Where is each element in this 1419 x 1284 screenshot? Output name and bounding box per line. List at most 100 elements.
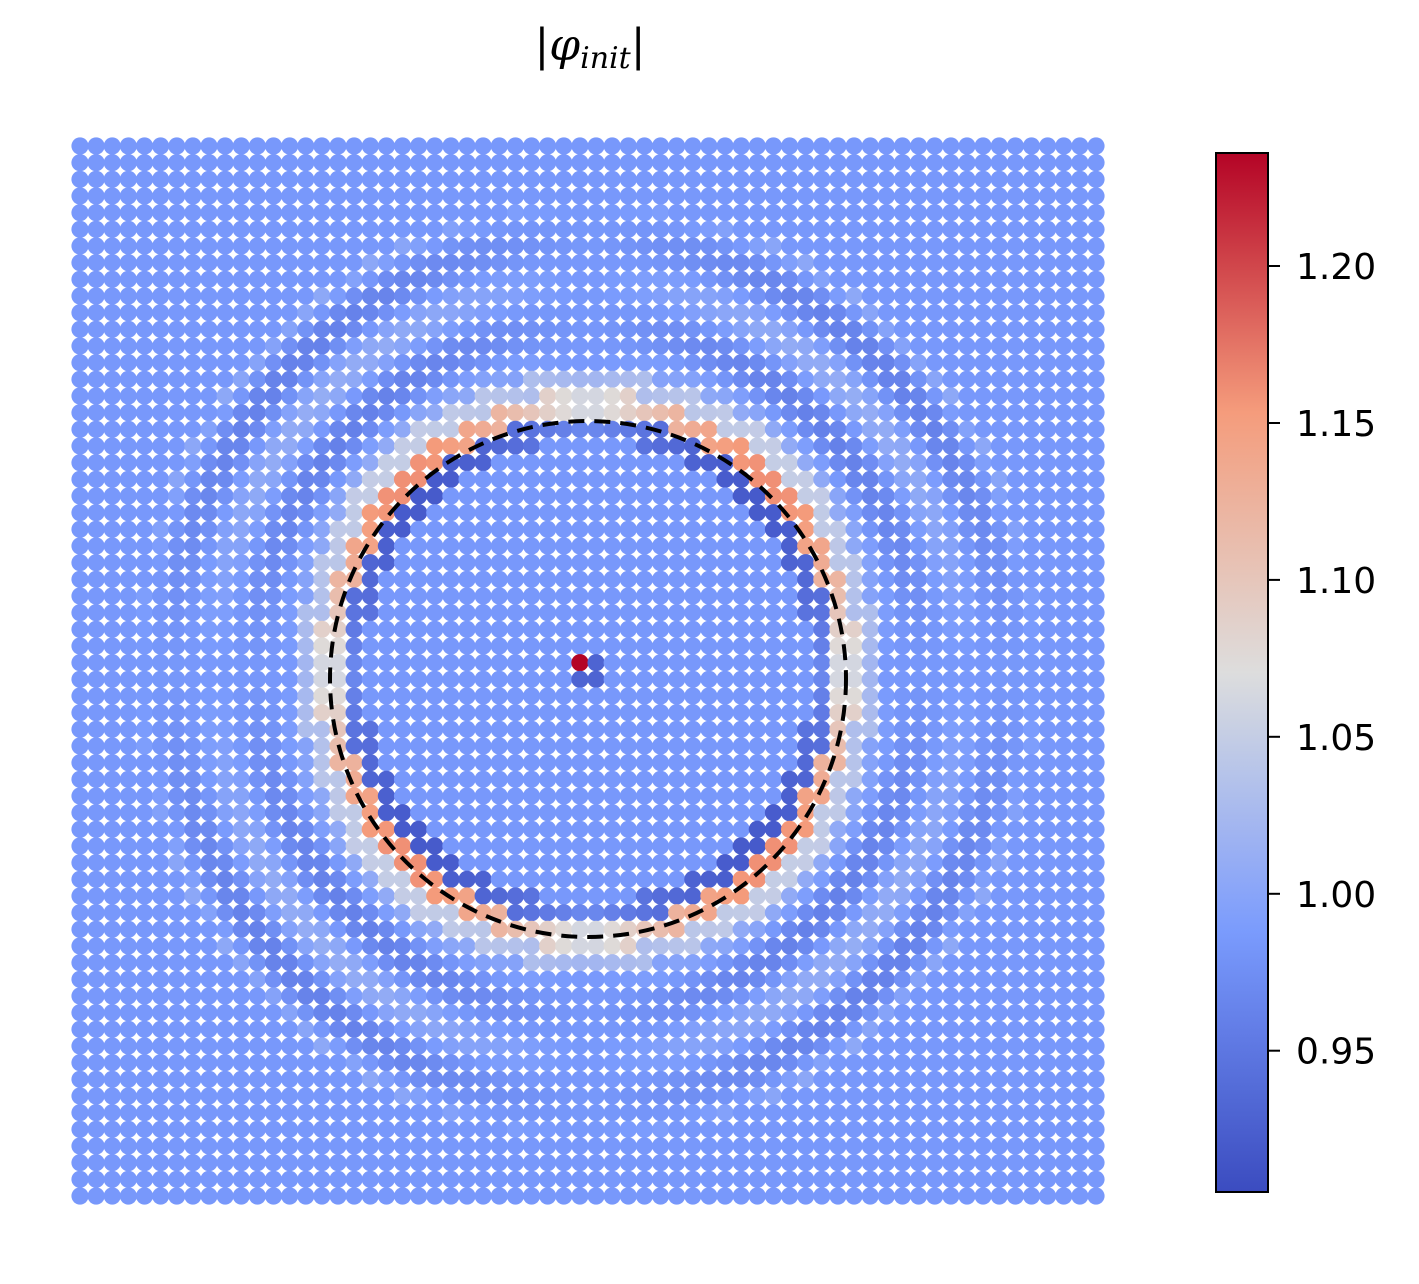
lattice-point	[248, 1037, 266, 1055]
lattice-point	[732, 187, 750, 205]
lattice-point	[152, 437, 170, 455]
lattice-point	[458, 620, 476, 638]
lattice-point	[1006, 520, 1024, 538]
lattice-point	[797, 937, 815, 955]
lattice-point	[264, 554, 283, 572]
lattice-point	[442, 370, 460, 388]
lattice-point	[877, 670, 895, 688]
lattice-point	[71, 1104, 89, 1122]
lattice-point	[539, 437, 557, 455]
lattice-point	[893, 420, 912, 438]
lattice-point	[1022, 387, 1041, 405]
lattice-point	[619, 1054, 637, 1072]
lattice-point	[684, 1120, 702, 1138]
lattice-point	[571, 620, 589, 638]
lattice-point	[893, 870, 912, 888]
lattice-point	[732, 637, 750, 655]
lattice-point	[71, 937, 89, 955]
lattice-point	[748, 1187, 766, 1205]
lattice-point	[1071, 820, 1089, 838]
lattice-point	[216, 870, 234, 888]
lattice-point	[1055, 504, 1073, 522]
lattice-point	[426, 337, 444, 355]
lattice-point	[926, 1154, 944, 1172]
lattice-point	[442, 970, 460, 988]
lattice-point	[152, 387, 170, 405]
lattice-point	[393, 154, 412, 172]
lattice-point	[410, 254, 428, 272]
lattice-point	[651, 537, 670, 555]
lattice-point	[216, 837, 234, 855]
lattice-point	[1071, 620, 1089, 638]
lattice-point	[313, 1087, 331, 1105]
lattice-point	[103, 704, 121, 722]
lattice-point	[668, 1154, 686, 1172]
lattice-point	[426, 354, 444, 372]
lattice-point	[329, 920, 347, 938]
lattice-point	[1087, 787, 1105, 805]
lattice-point	[555, 237, 573, 255]
lattice-point	[345, 170, 363, 188]
lattice-point	[877, 420, 895, 438]
lattice-point	[942, 1037, 960, 1055]
lattice-point	[1039, 670, 1057, 688]
lattice-point	[135, 1120, 154, 1138]
lattice-point	[555, 1004, 573, 1022]
lattice-point	[845, 804, 863, 822]
lattice-point	[442, 320, 460, 338]
lattice-point	[748, 154, 766, 172]
lattice-point	[974, 820, 992, 838]
lattice-point	[1087, 1120, 1105, 1138]
lattice-point	[990, 1187, 1008, 1205]
lattice-point	[635, 1137, 654, 1155]
lattice-point	[313, 587, 331, 605]
lattice-point	[651, 187, 670, 205]
lattice-point	[700, 954, 718, 972]
lattice-point	[1006, 704, 1024, 722]
lattice-point	[248, 270, 266, 288]
lattice-point	[168, 354, 186, 372]
lattice-point	[281, 720, 299, 738]
lattice-point	[232, 920, 250, 938]
lattice-point	[587, 337, 605, 355]
lattice-point	[587, 437, 605, 455]
lattice-point	[829, 787, 847, 805]
lattice-point	[264, 154, 283, 172]
lattice-point	[1055, 1154, 1073, 1172]
lattice-point	[974, 254, 992, 272]
lattice-point	[861, 704, 879, 722]
lattice-point	[539, 1020, 557, 1038]
lattice-point	[184, 1070, 202, 1088]
lattice-point	[926, 504, 944, 522]
lattice-point	[297, 737, 315, 755]
lattice-point	[877, 637, 895, 655]
lattice-point	[281, 620, 299, 638]
lattice-point	[829, 154, 847, 172]
lattice-point	[410, 537, 428, 555]
lattice-point	[345, 454, 363, 472]
lattice-point	[829, 954, 847, 972]
lattice-point	[893, 570, 912, 588]
lattice-point	[910, 754, 928, 772]
lattice-point	[813, 1120, 831, 1138]
lattice-point	[893, 320, 912, 338]
lattice-point	[1087, 1087, 1105, 1105]
lattice-point	[942, 404, 960, 422]
lattice-point	[748, 420, 766, 438]
lattice-point	[764, 604, 783, 622]
lattice-point	[393, 520, 412, 538]
lattice-point	[748, 337, 766, 355]
lattice-point	[248, 770, 266, 788]
lattice-point	[281, 1104, 299, 1122]
lattice-point	[474, 1154, 492, 1172]
lattice-point	[571, 320, 589, 338]
lattice-point	[926, 470, 944, 488]
lattice-point	[571, 337, 589, 355]
lattice-point	[732, 454, 750, 472]
lattice-point	[716, 237, 734, 255]
lattice-point	[716, 1054, 734, 1072]
lattice-point	[426, 937, 444, 955]
lattice-point	[603, 754, 621, 772]
lattice-point	[893, 287, 912, 305]
lattice-point	[684, 1004, 702, 1022]
